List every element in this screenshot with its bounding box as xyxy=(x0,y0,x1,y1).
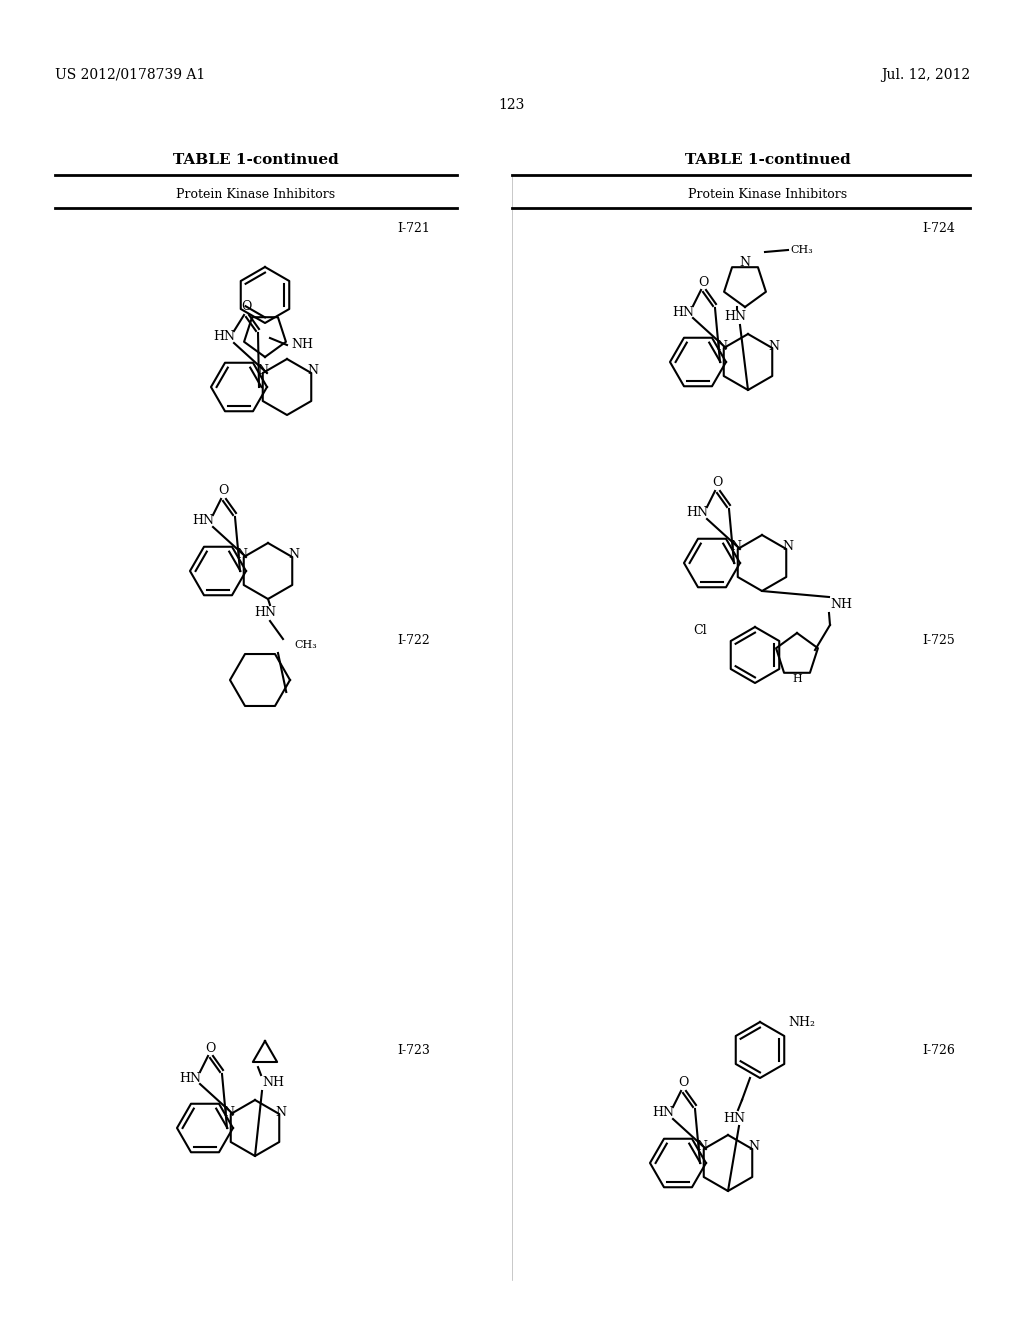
Text: N: N xyxy=(739,256,751,269)
Text: HN: HN xyxy=(193,515,214,528)
Text: I-721: I-721 xyxy=(397,222,430,235)
Text: NH: NH xyxy=(262,1077,284,1089)
Text: I-723: I-723 xyxy=(397,1044,430,1056)
Text: O: O xyxy=(697,276,709,289)
Text: O: O xyxy=(678,1077,688,1089)
Text: NH: NH xyxy=(830,598,852,611)
Text: CH₃: CH₃ xyxy=(790,246,813,255)
Text: HN: HN xyxy=(213,330,234,343)
Text: N: N xyxy=(289,549,300,561)
Text: TABLE 1-continued: TABLE 1-continued xyxy=(173,153,339,168)
Text: N: N xyxy=(696,1140,708,1154)
Text: Cl: Cl xyxy=(693,623,707,636)
Text: HN: HN xyxy=(254,606,276,619)
Text: Protein Kinase Inhibitors: Protein Kinase Inhibitors xyxy=(688,189,848,202)
Text: HN: HN xyxy=(652,1106,674,1119)
Text: NH: NH xyxy=(291,338,313,351)
Text: N: N xyxy=(730,540,741,553)
Text: I-726: I-726 xyxy=(923,1044,955,1056)
Text: O: O xyxy=(205,1041,215,1055)
Text: US 2012/0178739 A1: US 2012/0178739 A1 xyxy=(55,69,205,82)
Text: O: O xyxy=(241,301,251,314)
Text: N: N xyxy=(223,1106,234,1118)
Text: HN: HN xyxy=(723,1111,745,1125)
Text: HN: HN xyxy=(686,507,708,520)
Text: HN: HN xyxy=(724,310,746,323)
Text: Jul. 12, 2012: Jul. 12, 2012 xyxy=(881,69,970,82)
Text: N: N xyxy=(749,1140,760,1154)
Text: NH₂: NH₂ xyxy=(788,1015,815,1028)
Text: CH₃: CH₃ xyxy=(294,640,316,649)
Text: N: N xyxy=(782,540,794,553)
Text: I-722: I-722 xyxy=(397,634,430,647)
Text: N: N xyxy=(237,549,247,561)
Text: HN: HN xyxy=(672,305,694,318)
Text: N: N xyxy=(769,339,779,352)
Text: I-724: I-724 xyxy=(923,222,955,235)
Text: N: N xyxy=(308,364,318,378)
Text: Protein Kinase Inhibitors: Protein Kinase Inhibitors xyxy=(176,189,336,202)
Text: N: N xyxy=(257,364,268,378)
Text: O: O xyxy=(712,477,722,490)
Text: H: H xyxy=(793,675,802,684)
Text: N: N xyxy=(275,1106,287,1118)
Text: N: N xyxy=(716,339,727,352)
Text: 123: 123 xyxy=(499,98,525,112)
Text: O: O xyxy=(218,484,228,498)
Text: TABLE 1-continued: TABLE 1-continued xyxy=(685,153,851,168)
Text: HN: HN xyxy=(179,1072,201,1085)
Text: I-725: I-725 xyxy=(923,634,955,647)
